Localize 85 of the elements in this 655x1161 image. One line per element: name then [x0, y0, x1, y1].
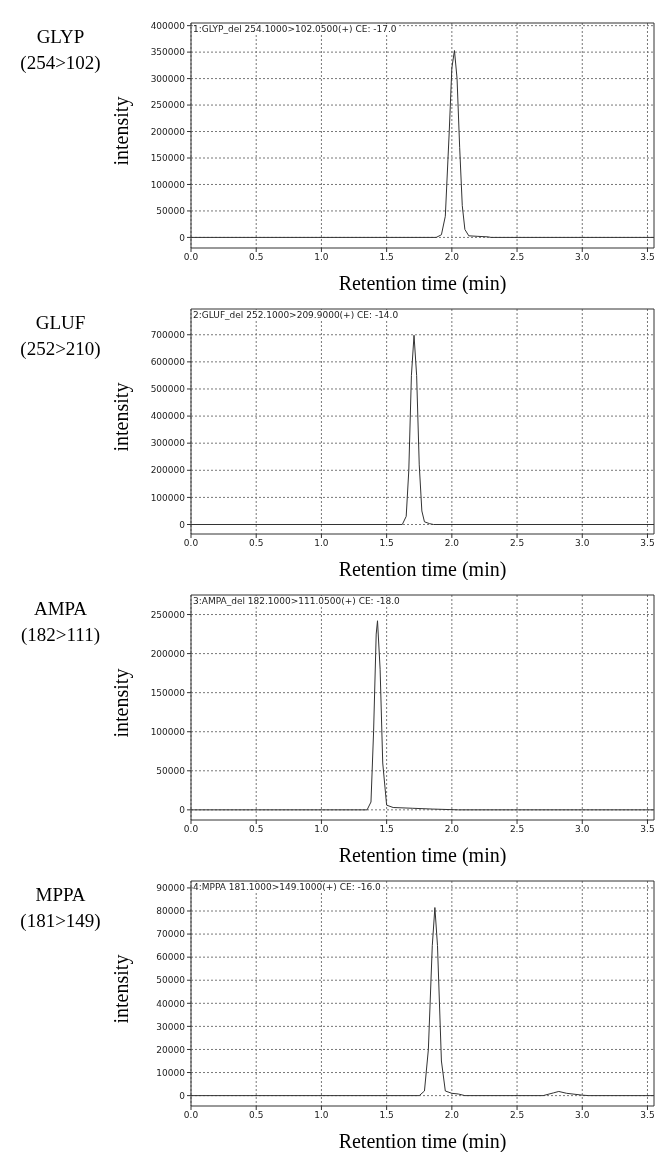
annotation: 4:MPPA 181.1000>149.1000(+) CE: -16.0 [193, 882, 381, 892]
y-tick-label: 200000 [150, 648, 186, 659]
y-tick-label: 300000 [150, 438, 186, 449]
y-tick-label: 350000 [150, 47, 186, 58]
x-tick-label: 0.5 [249, 538, 264, 549]
x-tick-label: 0.0 [183, 252, 199, 263]
y-tick-label: 80000 [156, 906, 186, 917]
y-tick-label: 100000 [150, 726, 186, 737]
x-tick-label: 0.0 [183, 1110, 199, 1121]
x-tick-label: 3.0 [575, 252, 590, 263]
y-tick-label: 700000 [150, 329, 186, 340]
y-tick-label: 150000 [150, 153, 186, 164]
y-axis-title: intensity [110, 96, 134, 166]
x-tick-label: 2.0 [444, 252, 460, 263]
annotation: 3:AMPA_del 182.1000>111.0500(+) CE: -18.0 [193, 596, 400, 606]
y-tick-label: 150000 [150, 687, 186, 698]
y-axis-title: intensity [110, 382, 134, 452]
y-tick-label: 50000 [156, 206, 186, 217]
x-tick-label: 3.5 [640, 252, 655, 263]
text: (254>102) [19, 51, 102, 75]
y-axis-title: intensity [110, 954, 134, 1024]
y-tick-label: 20000 [156, 1044, 186, 1055]
x-tick-label: 0.5 [249, 252, 264, 263]
y-tick-label: 500000 [150, 384, 186, 395]
x-tick-label: 1.5 [379, 538, 394, 549]
annotation: 2:GLUF_del 252.1000>209.9000(+) CE: -14.0 [193, 310, 399, 320]
x-tick-label: 1.0 [314, 252, 329, 263]
x-tick-label: 1.5 [379, 252, 394, 263]
x-axis-title: Retention time (min) [338, 558, 507, 581]
chart-title: MPPA [34, 883, 87, 907]
y-tick-label: 600000 [150, 357, 186, 368]
chart-title: GLYP [35, 25, 86, 49]
annotation: 1:GLYP_del 254.1000>102.0500(+) CE: -17.0 [193, 24, 397, 34]
x-tick-label: 3.5 [640, 824, 655, 835]
x-tick-label: 0.0 [183, 538, 199, 549]
y-tick-label: 250000 [150, 100, 186, 111]
y-tick-label: 50000 [156, 765, 186, 776]
x-tick-label: 3.0 [575, 824, 590, 835]
x-tick-label: 3.0 [575, 538, 590, 549]
chart-title: AMPA [32, 597, 89, 621]
x-tick-label: 0.0 [183, 824, 199, 835]
x-tick-label: 2.0 [444, 824, 460, 835]
y-tick-label: 10000 [156, 1067, 186, 1078]
y-tick-label: 200000 [150, 126, 186, 137]
x-tick-label: 1.0 [314, 1110, 329, 1121]
y-tick-label: 200000 [150, 465, 186, 476]
y-axis-title: intensity [110, 668, 134, 738]
y-tick-label: 60000 [156, 952, 186, 963]
y-tick-label: 90000 [156, 883, 186, 894]
y-tick-label: 400000 [150, 20, 186, 31]
y-tick-label: 0 [179, 519, 186, 530]
x-tick-label: 1.0 [314, 824, 329, 835]
x-tick-label: 2.5 [509, 1110, 525, 1121]
x-tick-label: 2.0 [444, 1110, 460, 1121]
y-tick-label: 0 [179, 1090, 186, 1101]
x-tick-label: 3.5 [640, 538, 655, 549]
y-tick-label: 50000 [156, 975, 186, 986]
y-tick-label: 100000 [150, 492, 186, 503]
y-tick-label: 40000 [156, 998, 186, 1009]
x-axis-title: Retention time (min) [338, 272, 507, 295]
x-tick-label: 0.5 [249, 1110, 264, 1121]
x-tick-label: 2.5 [509, 824, 525, 835]
x-tick-label: 2.5 [509, 538, 525, 549]
y-tick-label: 30000 [156, 1021, 186, 1032]
x-tick-label: 3.5 [640, 1110, 655, 1121]
y-tick-label: 0 [179, 232, 186, 243]
x-tick-label: 1.5 [379, 824, 394, 835]
text: (181>149) [19, 909, 102, 933]
x-axis-title: Retention time (min) [338, 1130, 507, 1153]
x-tick-label: 3.0 [575, 1110, 590, 1121]
y-tick-label: 250000 [150, 609, 186, 620]
x-axis-title: Retention time (min) [338, 844, 507, 867]
y-tick-label: 70000 [156, 929, 186, 940]
x-tick-label: 0.5 [249, 824, 264, 835]
x-tick-label: 1.5 [379, 1110, 394, 1121]
text: (252>210) [19, 337, 102, 361]
y-tick-label: 300000 [150, 73, 186, 84]
y-tick-label: 100000 [150, 179, 186, 190]
chart-title: GLUF [34, 311, 87, 335]
x-tick-label: 2.5 [509, 252, 525, 263]
x-tick-label: 2.0 [444, 538, 460, 549]
x-tick-label: 1.0 [314, 538, 329, 549]
text: (182>111) [20, 623, 101, 647]
y-tick-label: 400000 [150, 411, 186, 422]
y-tick-label: 0 [179, 805, 186, 816]
